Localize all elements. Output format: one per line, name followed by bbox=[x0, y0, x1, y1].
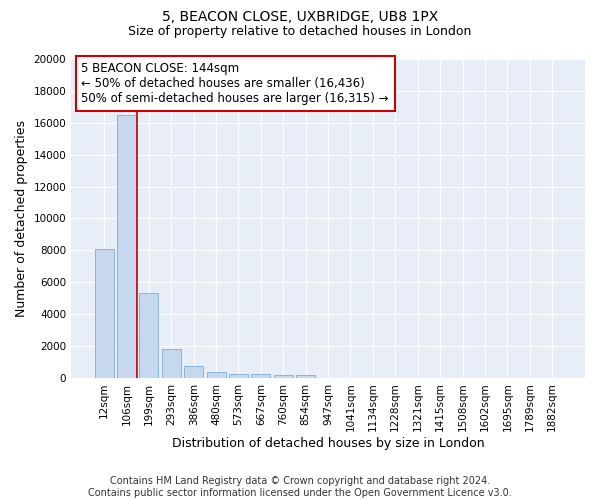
Bar bbox=[274, 375, 293, 378]
X-axis label: Distribution of detached houses by size in London: Distribution of detached houses by size … bbox=[172, 437, 484, 450]
Bar bbox=[117, 115, 136, 378]
Bar bbox=[184, 366, 203, 378]
Bar bbox=[162, 349, 181, 378]
Bar bbox=[139, 294, 158, 378]
Bar bbox=[95, 248, 113, 378]
Bar bbox=[206, 372, 226, 378]
Y-axis label: Number of detached properties: Number of detached properties bbox=[15, 120, 28, 317]
Bar bbox=[251, 374, 271, 378]
Bar bbox=[229, 374, 248, 378]
Text: 5, BEACON CLOSE, UXBRIDGE, UB8 1PX: 5, BEACON CLOSE, UXBRIDGE, UB8 1PX bbox=[162, 10, 438, 24]
Bar bbox=[296, 375, 315, 378]
Text: Size of property relative to detached houses in London: Size of property relative to detached ho… bbox=[128, 25, 472, 38]
Text: 5 BEACON CLOSE: 144sqm
← 50% of detached houses are smaller (16,436)
50% of semi: 5 BEACON CLOSE: 144sqm ← 50% of detached… bbox=[82, 62, 389, 105]
Text: Contains HM Land Registry data © Crown copyright and database right 2024.
Contai: Contains HM Land Registry data © Crown c… bbox=[88, 476, 512, 498]
